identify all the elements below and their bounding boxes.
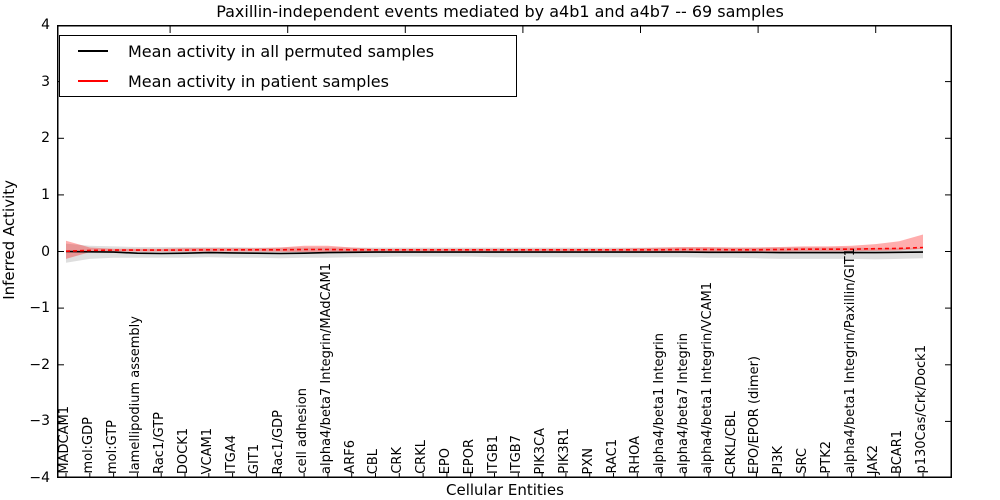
x-tick-label: PTK2 xyxy=(818,441,834,474)
x-tick-label: alpha4/beta7 Integrin/MAdCAM1 xyxy=(318,263,334,474)
x-tick-label: alpha4/beta7 Integrin xyxy=(675,332,691,474)
y-tick-label: 0 xyxy=(41,243,50,260)
x-tick-label: EPOR xyxy=(461,438,477,474)
x-tick-label: alpha4/beta1 Integrin/VCAM1 xyxy=(699,282,715,474)
y-tick-label: −4 xyxy=(29,470,50,486)
y-tick-label: 3 xyxy=(41,73,50,90)
legend-label-patient: Mean activity in patient samples xyxy=(128,71,389,91)
x-tick-label: PIK3R1 xyxy=(556,428,572,474)
x-tick-label: MADCAM1 xyxy=(57,406,72,474)
x-tick-label: Rac1/GTP xyxy=(152,412,168,474)
x-tick-label: p130Cas/Crk/Dock1 xyxy=(914,345,929,474)
patient-line-sample xyxy=(78,80,108,82)
y-tick-label: −3 xyxy=(29,413,50,430)
x-tick-label: mol:GDP xyxy=(80,417,96,474)
legend: Mean activity in all permuted samples Me… xyxy=(59,35,517,97)
legend-entry-permuted: Mean activity in all permuted samples xyxy=(60,36,434,66)
x-tick-label: PXN xyxy=(580,447,596,474)
x-tick-label: BCAR1 xyxy=(890,430,906,474)
x-tick-label: CRK xyxy=(390,447,406,474)
x-tick-label: PIK3CA xyxy=(533,427,549,474)
legend-label-permuted: Mean activity in all permuted samples xyxy=(128,41,435,61)
y-tick-label: −2 xyxy=(29,356,50,373)
x-tick-label: CBL xyxy=(366,448,382,474)
y-tick-label: 4 xyxy=(41,17,50,33)
x-tick-label: RAC1 xyxy=(604,439,620,474)
x-tick-label: RHOA xyxy=(628,436,644,474)
y-tick-label: −1 xyxy=(29,300,50,317)
x-axis-label: Cellular Entities xyxy=(446,481,564,499)
y-tick-label: 1 xyxy=(41,186,50,203)
x-tick-label: ITGA4 xyxy=(223,434,239,474)
legend-entry-patient: Mean activity in patient samples xyxy=(60,66,389,96)
x-tick-label: VCAM1 xyxy=(199,427,215,474)
x-tick-label: Rac1/GDP xyxy=(271,409,287,474)
x-tick-label: ITGB1 xyxy=(485,434,501,474)
x-tick-label: mol:GTP xyxy=(104,420,120,474)
x-tick-label: SRC xyxy=(794,448,810,474)
x-tick-label: PI3K xyxy=(771,445,787,474)
x-tick-label: GIT1 xyxy=(247,443,263,474)
permuted-line-sample xyxy=(78,50,108,52)
x-tick-label: cell adhesion xyxy=(295,388,311,474)
x-tick-label: EPO xyxy=(437,447,453,474)
x-tick-label: JAK2 xyxy=(866,444,882,474)
chart-title: Paxillin-independent events mediated by … xyxy=(216,2,784,21)
x-tick-label: CRKL xyxy=(414,440,430,474)
x-tick-label: ARF6 xyxy=(342,440,358,474)
x-tick-label: ITGB7 xyxy=(509,434,525,474)
plot-area xyxy=(57,25,952,478)
x-tick-label: lamellipodium assembly xyxy=(128,316,144,474)
x-tick-label: alpha4/beta1 Integrin xyxy=(652,332,668,474)
x-tick-label: alpha4/beta1 Integrin/Paxillin/GIT1 xyxy=(842,248,858,474)
y-tick-label: 2 xyxy=(41,130,50,147)
x-tick-label: CRKL/CBL xyxy=(723,410,739,475)
x-tick-label: EPO/EPOR (dimer) xyxy=(747,355,763,474)
x-tick-label: DOCK1 xyxy=(176,427,192,474)
